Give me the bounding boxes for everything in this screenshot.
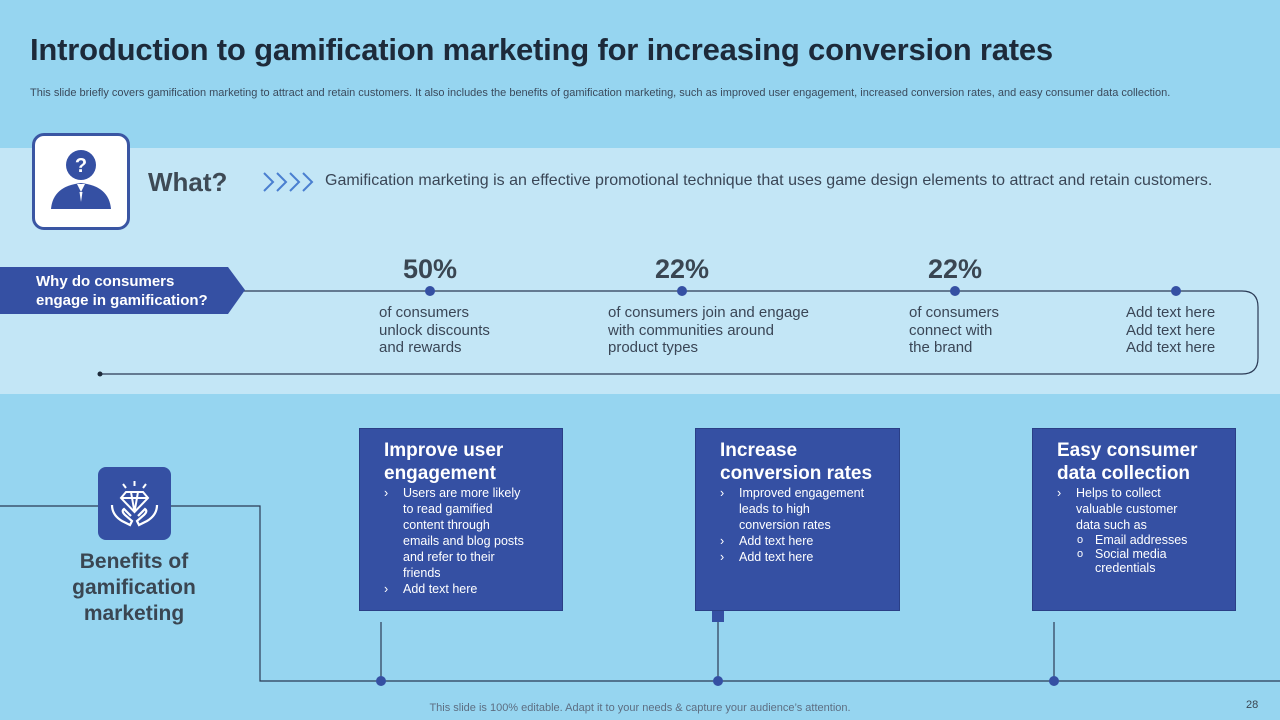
benefit-connector-marker [712, 610, 724, 622]
benefit-dot-2 [713, 676, 723, 686]
benefits-title: Benefits of gamification marketing [60, 549, 208, 627]
why-banner-line-1: Why do consumers [36, 273, 175, 290]
stat-4-line-2: Add text here [1126, 321, 1216, 339]
bullet-line: content through [403, 518, 490, 532]
why-banner: Why do consumers engage in gamification? [0, 267, 245, 314]
card-sub-bullet: Social media credentials [1057, 547, 1221, 575]
card-title-line-2: conversion rates [720, 463, 873, 484]
stat-value-3: 22% [928, 254, 983, 284]
bullet-line: data such as [1076, 518, 1147, 532]
why-timeline-end-dot [97, 371, 103, 377]
bullet-line: conversion rates [739, 518, 831, 532]
stat-value-2: 22% [655, 254, 710, 284]
stat-2-line-2: with communities around [608, 321, 774, 339]
stat-4-line-3: Add text here [1126, 339, 1216, 356]
card-bullet: Helps to collect valuable customer data … [1057, 485, 1221, 533]
card-bullet: Add text here [384, 581, 548, 597]
card-bullet-list: Users are more likely to read gamified c… [384, 485, 548, 597]
stat-1-line-3: and rewards [379, 339, 462, 356]
bullet-line: Add text here [739, 550, 814, 564]
why-timeline-dot-3 [950, 286, 960, 296]
stat-1-line-1: of consumers [379, 304, 470, 321]
stat-3-line-3: the brand [909, 339, 973, 356]
benefits-icon-box [98, 467, 171, 540]
bullet-line: Social media [1095, 547, 1167, 561]
card-title-line-1: Increase [720, 440, 798, 461]
benefit-card-data-collection: Easy consumer data collection Helps to c… [1032, 428, 1236, 611]
person-question-icon: ? [51, 150, 111, 209]
bullet-line: emails and blog posts [403, 534, 524, 548]
card-bullet: Add text here [720, 549, 885, 565]
slide-subtitle: This slide briefly covers gamification m… [30, 87, 1171, 99]
benefit-card-conversion: Increase conversion rates Improved engag… [695, 428, 900, 611]
card-bullet: Add text here [720, 533, 885, 549]
bullet-line: and refer to their [403, 550, 495, 564]
card-title-line-2: engagement [384, 463, 496, 484]
what-label: What? [148, 167, 228, 197]
bullet-line: Add text here [739, 534, 814, 548]
benefit-dot-3 [1049, 676, 1059, 686]
why-timeline-dot-2 [677, 286, 687, 296]
why-banner-line-2: engage in gamification? [36, 292, 208, 309]
svg-text:?: ? [75, 155, 87, 177]
stat-3-line-2: connect with [909, 321, 993, 339]
page-number: 28 [1246, 699, 1259, 711]
card-bullet: Improved engagement leads to high conver… [720, 485, 885, 533]
bullet-line: Helps to collect [1076, 486, 1161, 500]
card-bullet: Users are more likely to read gamified c… [384, 485, 548, 581]
benefit-card-engagement: Improve user engagement Users are more l… [359, 428, 563, 611]
card-bullet-list: Helps to collect valuable customer data … [1057, 485, 1221, 575]
card-title-line-1: Improve user [384, 440, 504, 461]
stat-value-1: 50% [403, 254, 458, 284]
stat-description-2: of consumers join and engage with commun… [608, 304, 809, 357]
hands-diamond-icon [110, 481, 159, 527]
card-title-line-2: data collection [1057, 463, 1191, 484]
what-description: Gamification marketing is an effective p… [325, 172, 1213, 189]
bullet-line: credentials [1095, 561, 1156, 575]
benefits-title-line-2: gamification [72, 576, 196, 599]
bullet-line: Email addresses [1095, 533, 1188, 547]
why-timeline-dot-4 [1171, 286, 1181, 296]
bullet-line: leads to high [739, 502, 810, 516]
card-title: Easy consumer data collection [1057, 439, 1221, 485]
benefit-dot-1 [376, 676, 386, 686]
card-sub-bullet: Email addresses [1057, 533, 1221, 547]
stat-3-line-1: of consumers [909, 304, 1000, 321]
why-timeline-dot-1 [425, 286, 435, 296]
card-title: Improve user engagement [384, 439, 548, 485]
benefits-title-line-3: marketing [83, 602, 185, 625]
stat-description-3: of consumers connect with the brand [909, 304, 999, 357]
card-title-line-1: Easy consumer [1057, 440, 1198, 461]
stat-description-1: of consumers unlock discounts and reward… [379, 304, 490, 357]
stat-1-line-2: unlock discounts [379, 321, 490, 339]
footer-note: This slide is 100% editable. Adapt it to… [429, 702, 851, 714]
what-icon-box: ? [32, 133, 130, 230]
bullet-line: valuable customer [1076, 502, 1178, 516]
stat-2-line-3: product types [608, 339, 699, 356]
bullet-line: Users are more likely [403, 486, 521, 500]
benefits-title-line-1: Benefits of [79, 550, 189, 573]
stat-4-line-1: Add text here [1126, 304, 1216, 321]
slide-title: Introduction to gamification marketing f… [30, 32, 1053, 67]
bullet-line: Add text here [403, 582, 478, 596]
bullet-line: to read gamified [403, 502, 493, 516]
why-timeline-return [100, 290, 1259, 375]
stat-2-line-1: of consumers join and engage [608, 304, 809, 321]
chevrons-right-icon [263, 172, 314, 192]
card-bullet-list: Improved engagement leads to high conver… [720, 485, 885, 565]
bullet-line: friends [403, 566, 441, 580]
card-title: Increase conversion rates [720, 439, 885, 485]
stat-description-4: Add text here Add text here Add text her… [1126, 304, 1215, 357]
bullet-line: Improved engagement [739, 486, 865, 500]
